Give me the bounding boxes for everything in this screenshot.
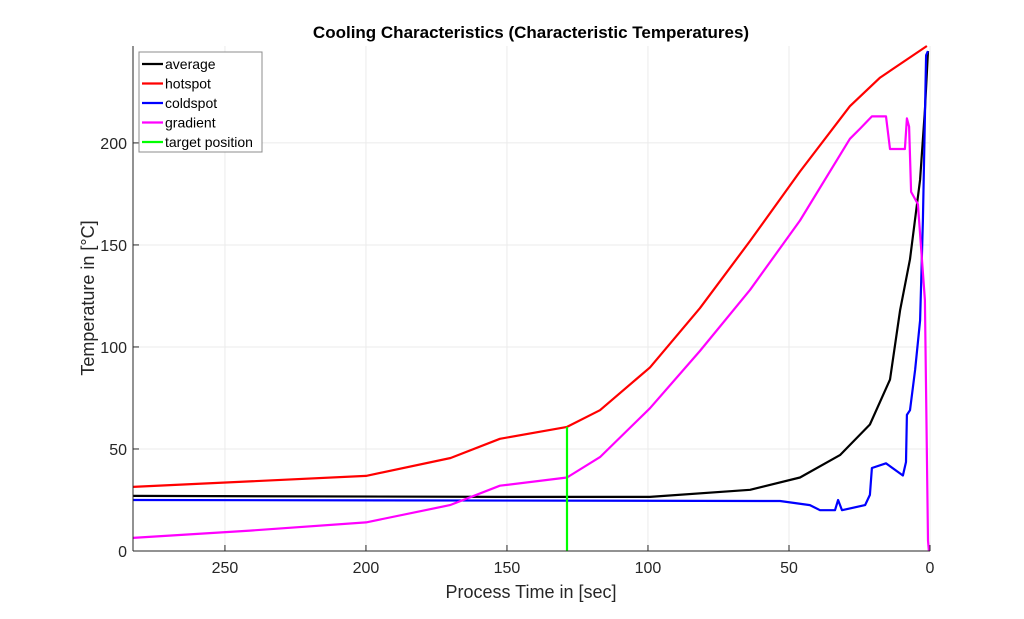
legend-label-gradient: gradient: [165, 115, 216, 131]
y-axis-label: Temperature in [°C]: [78, 220, 98, 375]
series-group: [132, 45, 930, 552]
grid-lines: [133, 46, 931, 552]
series-line-coldspot: [132, 50, 929, 512]
y-tick-label: 200: [100, 136, 127, 153]
legend-label-hotspot: hotspot: [165, 76, 211, 92]
y-tick-label: 50: [109, 442, 127, 459]
y-tick-label: 150: [100, 238, 127, 255]
series-line-average: [132, 51, 930, 498]
legend-label-target-position: target position: [165, 134, 253, 150]
legend-label-average: average: [165, 56, 216, 72]
plot-background: [133, 46, 930, 551]
x-tick-label: 150: [494, 560, 521, 577]
legend: average hotspot coldspot gradient target pos…: [138, 51, 263, 153]
series-line-hotspot: [132, 45, 928, 488]
axes: 250 200 150 100 50 0 0 50 100 150 200: [100, 46, 935, 577]
y-tick-label: 0: [118, 544, 127, 561]
x-tick-label: 100: [635, 560, 662, 577]
x-tick-label: 250: [212, 560, 239, 577]
series-line-gradient: [132, 115, 930, 552]
legend-label-coldspot: coldspot: [165, 95, 217, 111]
x-tick-label: 50: [780, 560, 798, 577]
x-tick-label: 0: [926, 560, 935, 577]
y-tick-label: 100: [100, 340, 127, 357]
x-tick-label: 200: [353, 560, 380, 577]
chart-title: Cooling Characteristics (Characteristic …: [313, 23, 749, 42]
x-axis-label: Process Time in [sec]: [445, 582, 616, 602]
